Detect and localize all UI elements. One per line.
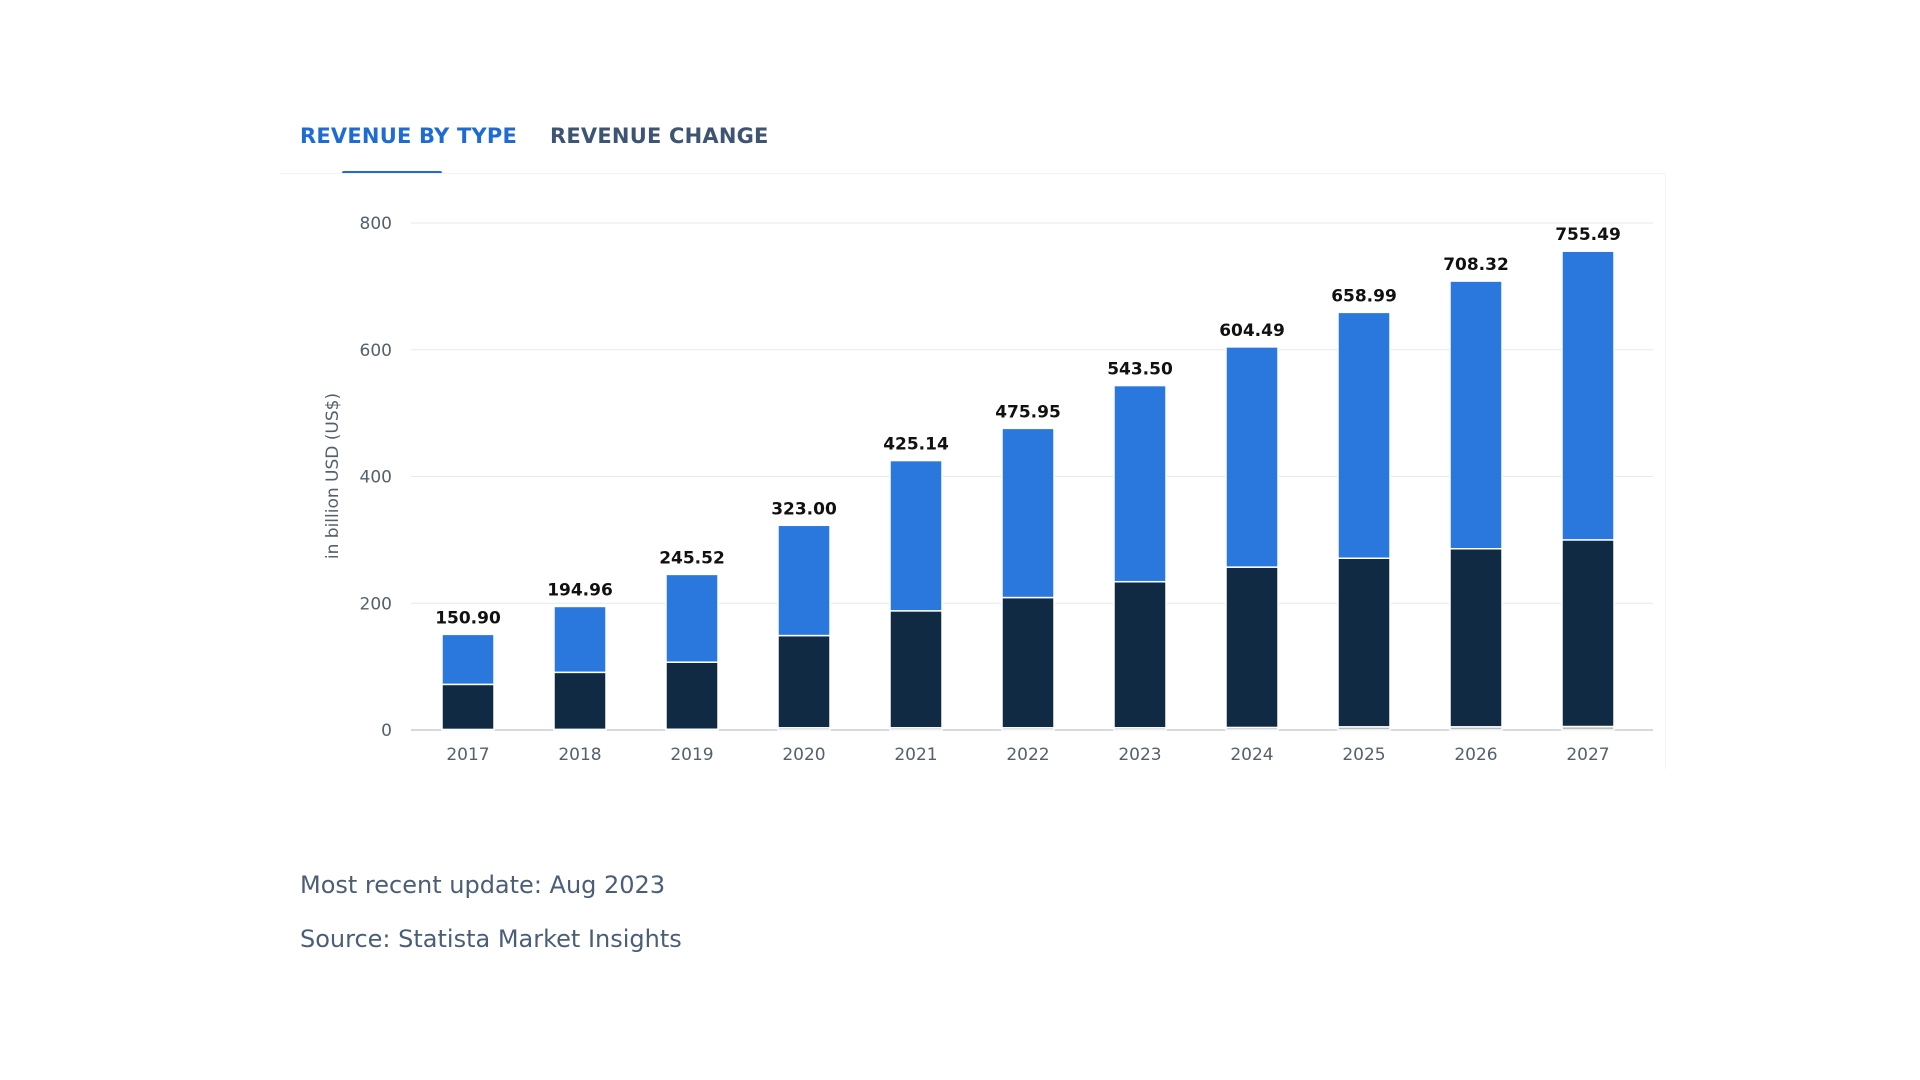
data-label-total-2026: 708.32 [1443,255,1509,275]
bar-advertising-2017 [441,633,495,686]
x-tick-label-2020: 2020 [782,745,825,765]
bar-advertising-2024 [1225,346,1279,568]
tab-revenue-change[interactable]: REVENUE CHANGE [550,124,769,148]
bar-in-app-purchase-2021 [889,610,943,729]
bar-in-app-purchase-2017 [441,683,495,731]
bar-advertising-2021 [889,459,943,612]
bar-advertising-2025 [1337,311,1391,560]
bar-in-app-purchase-2018 [553,671,607,731]
bar-advertising-2019 [665,573,719,663]
data-label-total-2018: 194.96 [547,580,613,600]
x-tick-label-2022: 2022 [1006,745,1049,765]
x-tick-label-2021: 2021 [894,745,937,765]
bar-in-app-purchase-2019 [665,661,719,730]
update-note: Most recent update: Aug 2023 [300,871,666,899]
tabs-divider [280,173,1665,174]
y-tick-label: 200 [360,594,392,614]
y-tick-label: 600 [360,341,392,361]
data-label-total-2025: 658.99 [1331,286,1397,306]
data-label-total-2023: 543.50 [1107,360,1173,380]
data-label-total-2027: 755.49 [1555,225,1621,245]
y-axis-title: in billion USD (US$) [323,393,343,559]
chart-panel: 0 200 400 600 800 in billion USD (US$) 150.90 2… [280,174,1666,769]
bar-in-app-purchase-2026 [1449,547,1503,728]
data-label-total-2020: 323.00 [771,499,837,519]
bar-in-app-purchase-2025 [1337,557,1391,728]
source-note: Source: Statista Market Insights [300,925,682,953]
bar-advertising-2018 [553,605,607,674]
y-tick-label: 800 [360,214,392,234]
bar-advertising-2023 [1113,384,1167,583]
bar-advertising-2022 [1001,427,1055,599]
bar-advertising-2026 [1449,280,1503,550]
data-label-total-2021: 425.14 [883,435,949,455]
data-label-total-2022: 475.95 [995,402,1061,422]
bar-in-app-purchase-2020 [777,634,831,729]
x-tick-label-2017: 2017 [446,745,489,765]
data-label-total-2024: 604.49 [1219,321,1285,341]
tab-revenue-by-type[interactable]: REVENUE BY TYPE [300,124,518,148]
bar-in-app-purchase-2024 [1225,566,1279,729]
data-label-total-2017: 150.90 [435,608,501,628]
x-tick-label-2023: 2023 [1118,745,1161,765]
y-tick-label: 400 [360,468,392,488]
x-tick-label-2018: 2018 [558,745,601,765]
revenue-chart: 0 200 400 600 800 in billion USD (US$) 150.90 2… [323,214,1653,765]
bar-in-app-purchase-2027 [1561,539,1615,728]
x-tick-label-2024: 2024 [1230,745,1273,765]
bar-advertising-2020 [777,524,831,637]
x-tick-label-2019: 2019 [670,745,713,765]
data-label-total-2019: 245.52 [659,548,725,568]
x-tick-label-2027: 2027 [1566,745,1609,765]
bar-advertising-2027 [1561,250,1615,541]
bar-in-app-purchase-2023 [1113,580,1167,729]
x-tick-label-2025: 2025 [1342,745,1385,765]
y-tick-label: 0 [381,721,392,741]
x-tick-label-2026: 2026 [1454,745,1497,765]
bar-in-app-purchase-2022 [1001,596,1055,729]
